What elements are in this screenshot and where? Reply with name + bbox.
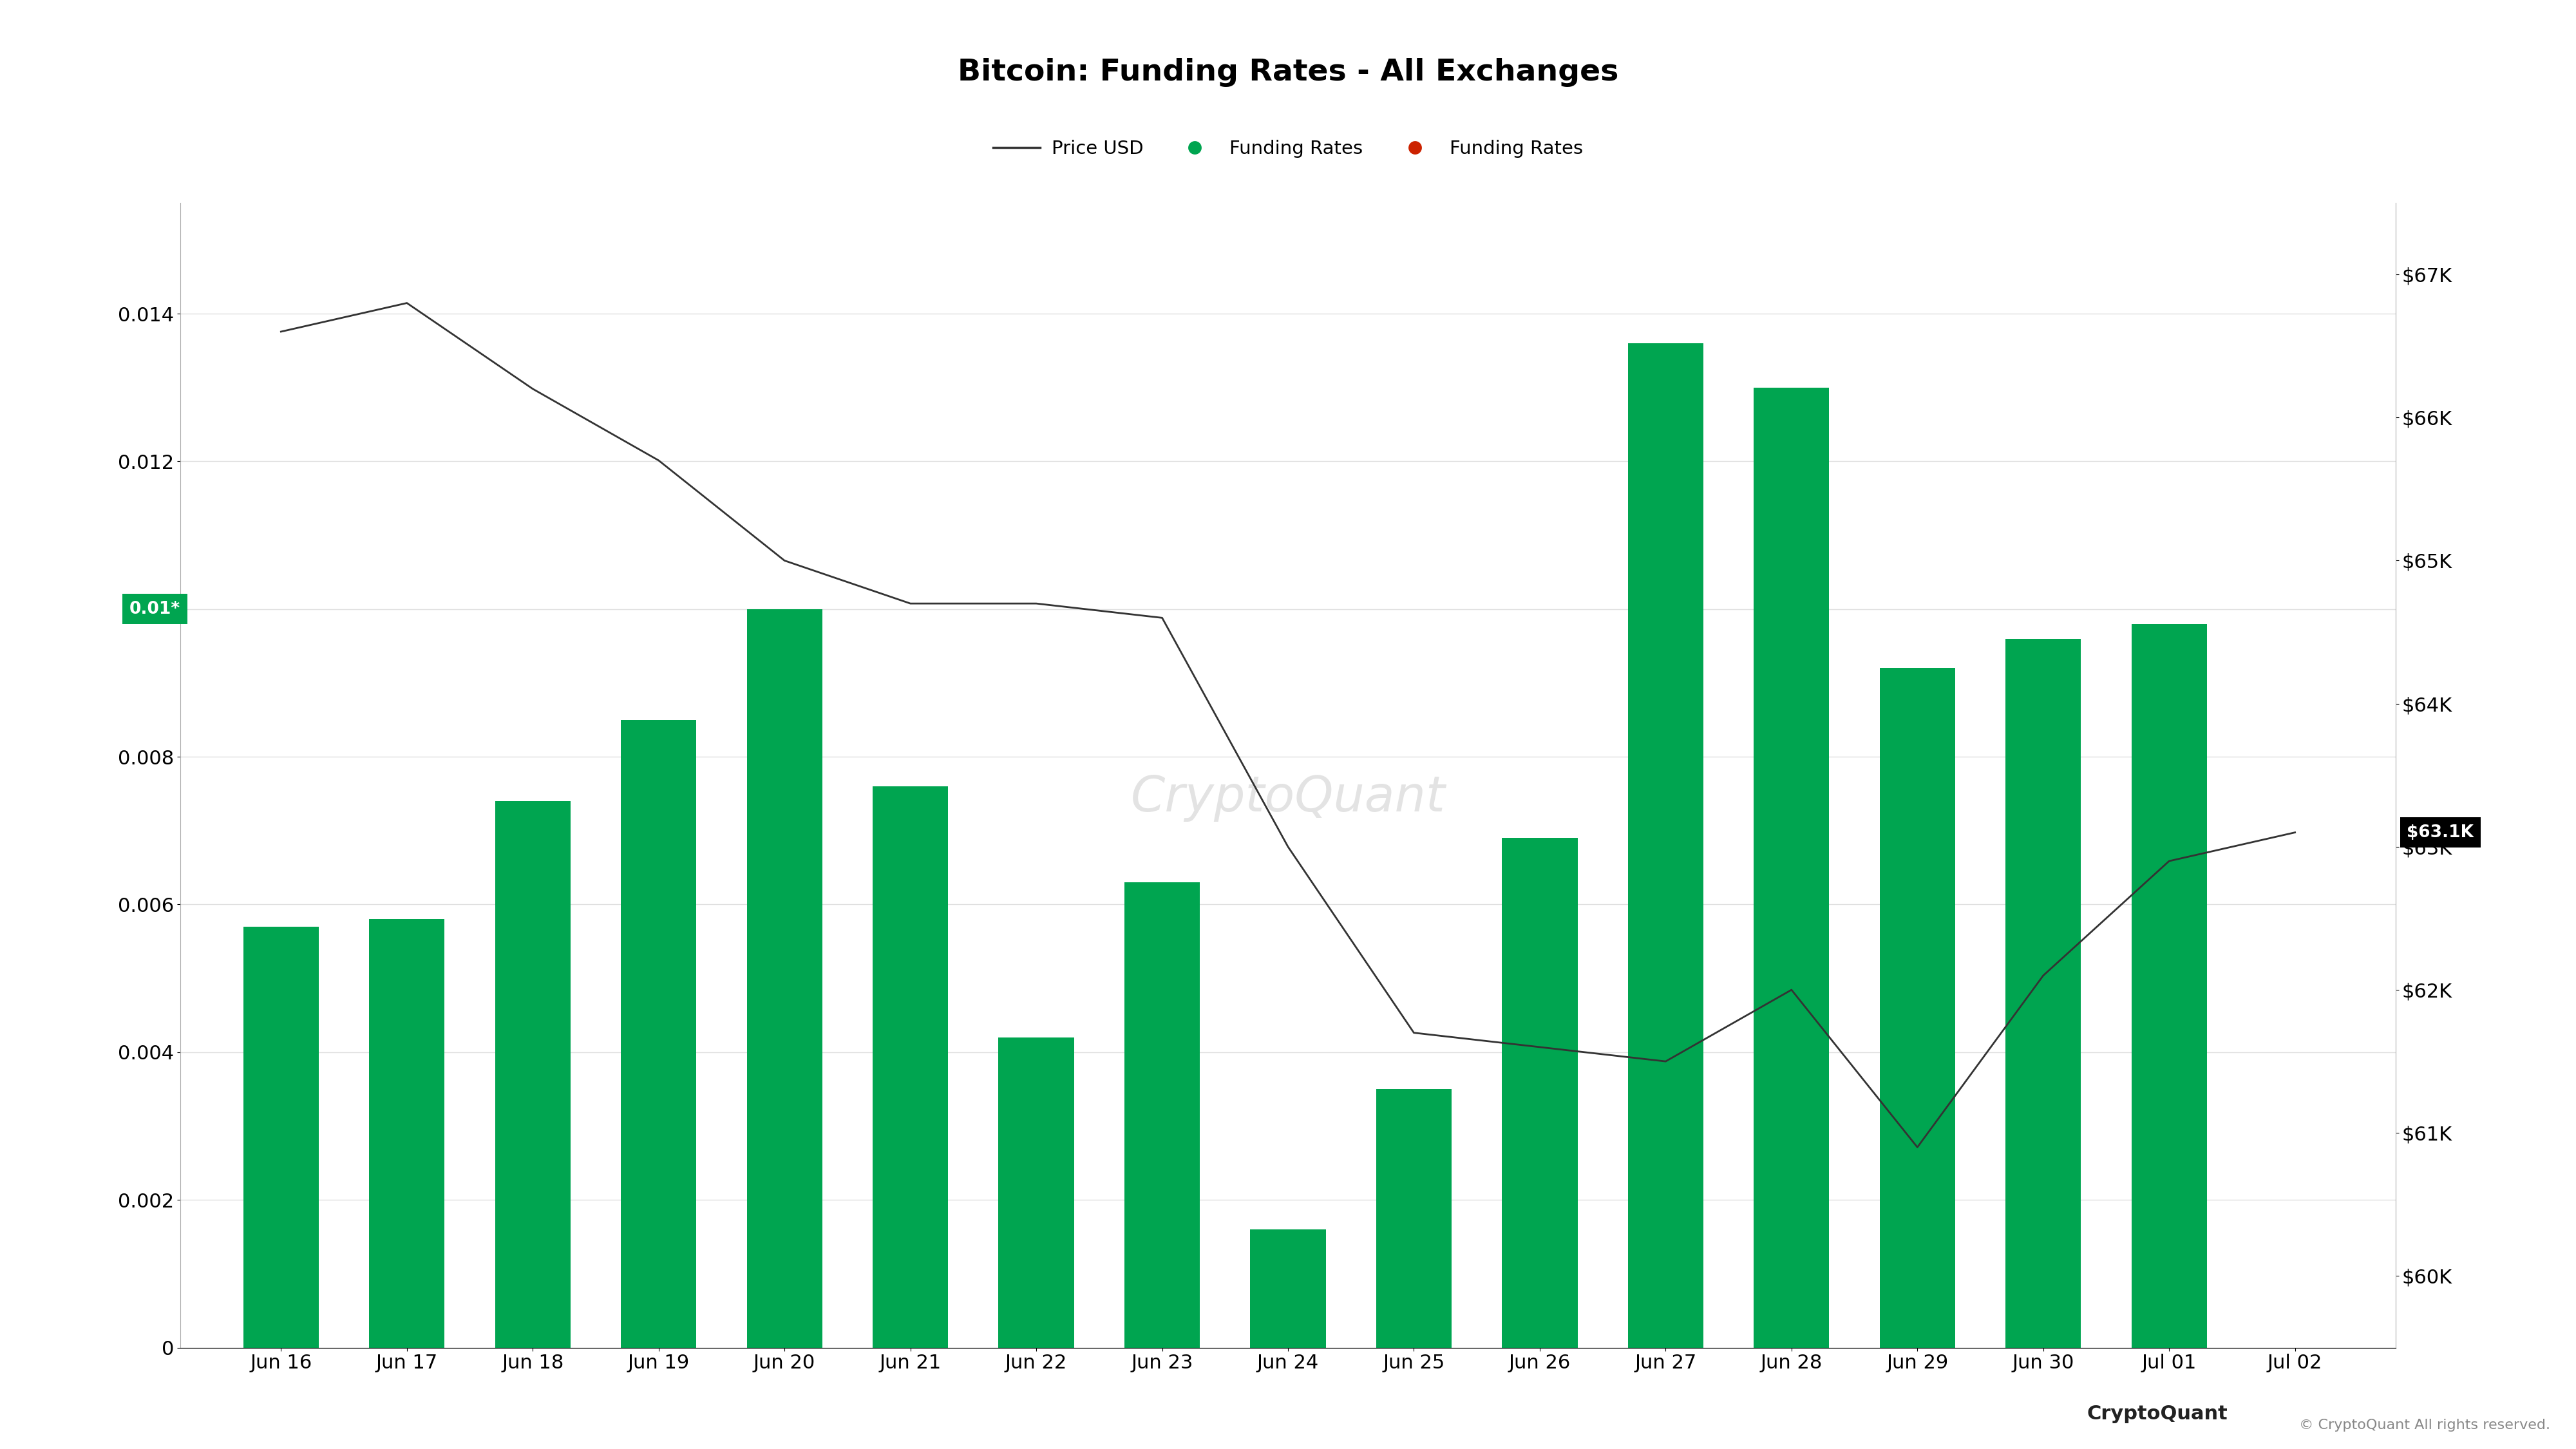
Text: Bitcoin: Funding Rates - All Exchanges: Bitcoin: Funding Rates - All Exchanges: [958, 58, 1618, 87]
Bar: [1249, 1229, 1327, 1348]
Bar: [1502, 838, 1577, 1348]
Text: 0.01*: 0.01*: [129, 601, 180, 617]
Bar: [1123, 882, 1200, 1348]
Bar: [1628, 343, 1703, 1348]
Bar: [495, 801, 569, 1348]
Legend: Price USD, Funding Rates, Funding Rates: Price USD, Funding Rates, Funding Rates: [987, 132, 1589, 165]
Text: CryptoQuant: CryptoQuant: [1131, 774, 1445, 822]
Bar: [368, 919, 446, 1348]
Bar: [1880, 668, 1955, 1348]
Text: © CryptoQuant All rights reserved.: © CryptoQuant All rights reserved.: [2300, 1419, 2550, 1432]
Bar: [242, 926, 319, 1348]
Text: CryptoQuant: CryptoQuant: [2087, 1404, 2228, 1423]
Bar: [621, 720, 696, 1348]
Bar: [873, 787, 948, 1348]
Text: $63.1K: $63.1K: [2406, 824, 2473, 840]
Bar: [999, 1037, 1074, 1348]
Bar: [2130, 625, 2208, 1348]
Bar: [2007, 639, 2081, 1348]
Bar: [1376, 1090, 1453, 1348]
Bar: [747, 609, 822, 1348]
Bar: [1754, 387, 1829, 1348]
